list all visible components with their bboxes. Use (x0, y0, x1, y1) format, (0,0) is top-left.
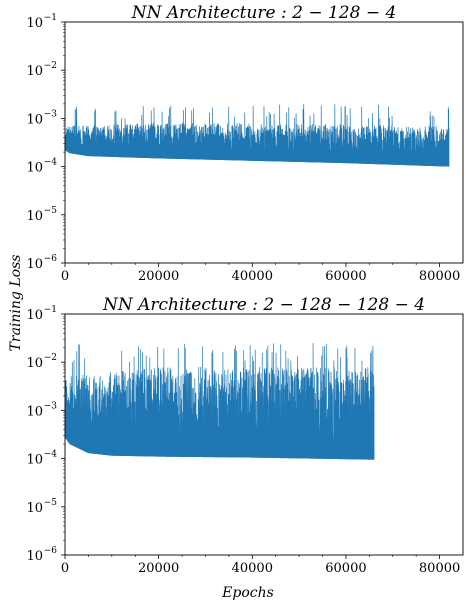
y-tick-exponent: −4 (44, 158, 58, 168)
y-tick-exponent: −5 (44, 206, 58, 216)
y-tick-exponent: −4 (44, 450, 58, 460)
x-tick-label: 0 (61, 269, 69, 284)
y-tick-label: 10 (26, 356, 43, 371)
y-tick-exponent: −2 (44, 353, 57, 363)
y-tick-label: 10 (26, 257, 43, 272)
x-tick-label: 60000 (325, 269, 366, 284)
y-tick-exponent: −6 (44, 254, 58, 264)
y-tick-label: 10 (26, 209, 43, 224)
y-tick-label: 10 (26, 308, 43, 323)
x-axis-label: Epochs (221, 585, 274, 601)
y-tick-label: 10 (26, 112, 43, 127)
panel-bottom: NN Architecture : 2 − 128 − 128 − 4 0 2000… (26, 295, 464, 576)
chart-title: NN Architecture : 2 − 128 − 128 − 4 (102, 295, 425, 315)
x-tick-label: 20000 (138, 269, 179, 284)
loss-series-band (65, 425, 375, 460)
y-tick-label: 10 (26, 161, 43, 176)
y-tick-label: 10 (26, 549, 43, 564)
axes-frame (64, 313, 464, 556)
y-tick-label: 10 (26, 64, 43, 79)
panel-top: NN Architecture : 2 − 128 − 4 0 20000 40000… (26, 3, 464, 284)
x-tick-label: 20000 (138, 561, 179, 576)
x-tick-label: 40000 (232, 269, 273, 284)
y-tick-exponent: −1 (44, 13, 57, 23)
x-tick-label: 0 (61, 561, 69, 576)
axes-frame (64, 21, 464, 264)
y-tick-exponent: −6 (44, 546, 58, 556)
y-tick-exponent: −5 (44, 498, 58, 508)
y-tick-exponent: −3 (44, 401, 58, 411)
y-tick-exponent: −2 (44, 61, 57, 71)
y-axis-label: Training Loss (8, 255, 24, 352)
loss-series-line (64, 343, 375, 460)
y-tick-label: 10 (26, 501, 43, 516)
y-tick-label: 10 (26, 16, 43, 31)
x-tick-label: 80000 (419, 561, 460, 576)
y-tick-exponent: −1 (44, 305, 57, 315)
x-tick-label: 60000 (325, 561, 366, 576)
loss-series-band (65, 138, 449, 167)
y-tick-label: 10 (26, 453, 43, 468)
x-tick-label: 80000 (419, 269, 460, 284)
y-tick-label: 10 (26, 404, 43, 419)
x-tick-label: 40000 (232, 561, 273, 576)
chart-title: NN Architecture : 2 − 128 − 4 (131, 3, 397, 23)
y-tick-exponent: −3 (44, 109, 58, 119)
